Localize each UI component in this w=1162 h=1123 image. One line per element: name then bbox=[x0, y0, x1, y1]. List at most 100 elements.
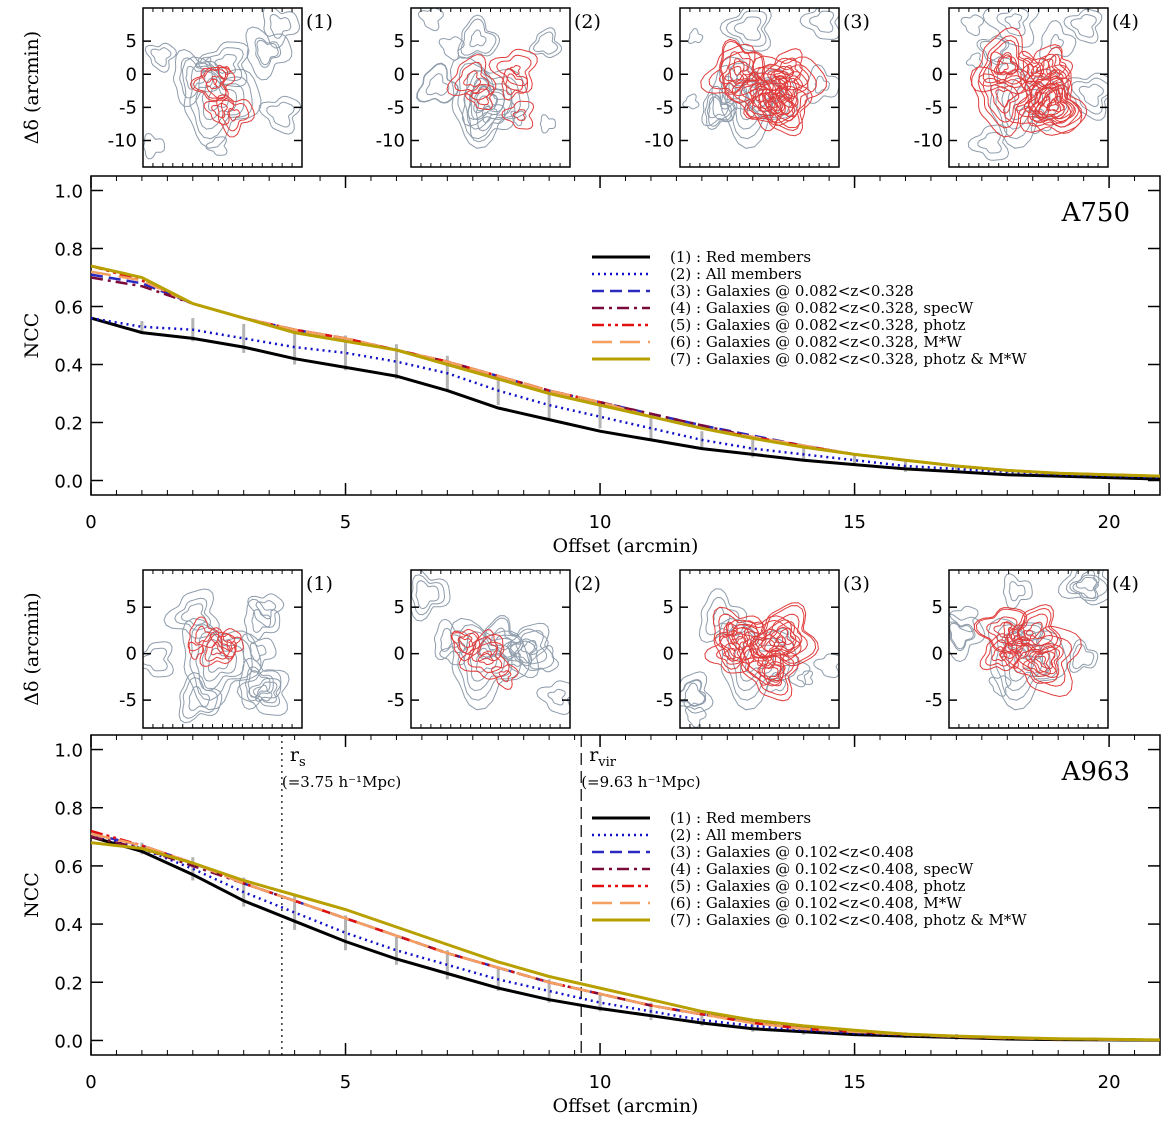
inset-y-tick-label: 0 bbox=[394, 644, 405, 665]
contour bbox=[220, 99, 250, 132]
inset-y-tick-label: 5 bbox=[663, 597, 674, 618]
reference-note: (=9.63 h⁻¹Mpc) bbox=[581, 773, 700, 791]
legend-label: (3) : Galaxies @ 0.102<z<0.408 bbox=[670, 843, 914, 861]
contour bbox=[993, 51, 1019, 76]
contour bbox=[192, 69, 227, 99]
y-tick-label: 0.2 bbox=[54, 973, 83, 994]
contour-map bbox=[680, 588, 839, 728]
series-line bbox=[91, 832, 1160, 1042]
contour bbox=[172, 48, 221, 107]
contour bbox=[680, 678, 707, 707]
inset-y-tick-label: -5 bbox=[119, 690, 137, 711]
contour bbox=[723, 648, 736, 660]
contour bbox=[989, 51, 1019, 85]
contour bbox=[258, 95, 302, 135]
contour bbox=[977, 73, 1033, 129]
inset-y-tick-label: 0 bbox=[663, 644, 674, 665]
contour bbox=[457, 624, 521, 701]
contour bbox=[949, 621, 976, 652]
contour bbox=[425, 73, 450, 96]
contour bbox=[247, 593, 285, 629]
x-tick-label: 15 bbox=[843, 512, 866, 533]
contour bbox=[751, 605, 817, 664]
inset-y-tick-label: 5 bbox=[394, 31, 405, 52]
contour bbox=[995, 624, 1059, 701]
contour bbox=[731, 629, 744, 644]
contour bbox=[814, 75, 830, 94]
contour bbox=[770, 70, 809, 108]
contour bbox=[1008, 580, 1026, 602]
x-axis-label: Offset (arcmin) bbox=[553, 1095, 699, 1117]
inset-y-axis-label: Δδ (arcmin) bbox=[21, 31, 43, 144]
contour bbox=[181, 56, 262, 149]
contour bbox=[1027, 77, 1080, 128]
contour bbox=[539, 114, 556, 134]
contour bbox=[682, 93, 700, 110]
contour bbox=[991, 646, 1008, 662]
inset-y-tick-label: 0 bbox=[126, 644, 137, 665]
x-tick-label: 15 bbox=[843, 1072, 866, 1093]
series-line bbox=[91, 316, 1160, 479]
contour bbox=[758, 85, 808, 132]
contour bbox=[1013, 644, 1059, 684]
contour bbox=[189, 62, 253, 140]
x-tick-label: 20 bbox=[1098, 512, 1121, 533]
contour bbox=[1057, 570, 1108, 606]
inset-y-tick-label: -10 bbox=[645, 131, 674, 152]
inset-y-tick-label: 0 bbox=[126, 64, 137, 85]
legend-label: (2) : All members bbox=[670, 826, 802, 844]
contour bbox=[733, 57, 748, 76]
contour bbox=[481, 103, 498, 124]
inset-y-tick-label: 5 bbox=[126, 597, 137, 618]
contour bbox=[1034, 650, 1056, 670]
contour bbox=[471, 629, 505, 662]
series-line bbox=[91, 264, 1160, 478]
y-axis-label: NCC bbox=[21, 313, 43, 359]
contour bbox=[174, 597, 211, 631]
contour bbox=[775, 74, 804, 103]
contour bbox=[752, 55, 827, 129]
contour bbox=[238, 657, 282, 710]
contour-map bbox=[960, 8, 1108, 161]
contour bbox=[1046, 99, 1060, 112]
contour bbox=[1063, 8, 1103, 44]
contour bbox=[971, 26, 1042, 95]
inset-y-tick-label: 5 bbox=[126, 31, 137, 52]
y-tick-label: 0.4 bbox=[54, 915, 83, 936]
reference-note: (=3.75 h⁻¹Mpc) bbox=[282, 773, 401, 791]
inset-y-tick-label: 5 bbox=[394, 597, 405, 618]
legend-label: (3) : Galaxies @ 0.082<z<0.328 bbox=[670, 282, 914, 300]
contour bbox=[725, 622, 750, 652]
contour-map bbox=[682, 8, 839, 149]
y-tick-label: 0.0 bbox=[54, 472, 83, 493]
contour bbox=[1027, 655, 1048, 673]
contour bbox=[712, 607, 731, 627]
x-axis-label: Offset (arcmin) bbox=[553, 535, 699, 557]
contour bbox=[266, 101, 295, 128]
contour bbox=[178, 671, 223, 724]
contour bbox=[1006, 604, 1062, 655]
inset-label: (2) bbox=[574, 11, 601, 33]
inset-y-tick-label: -10 bbox=[108, 131, 137, 152]
contour bbox=[241, 632, 277, 673]
y-tick-label: 0.4 bbox=[54, 356, 83, 377]
series-line bbox=[91, 841, 1160, 1042]
inset-y-tick-label: 5 bbox=[932, 31, 943, 52]
inset-y-tick-label: 5 bbox=[932, 597, 943, 618]
contour bbox=[764, 626, 795, 656]
contour bbox=[773, 70, 789, 85]
contour bbox=[993, 622, 1012, 639]
contour bbox=[949, 612, 986, 663]
contour bbox=[189, 66, 229, 101]
legend-label: (2) : All members bbox=[670, 265, 802, 283]
contour bbox=[979, 633, 1020, 672]
contour bbox=[1049, 69, 1064, 86]
contour bbox=[463, 70, 481, 88]
contour bbox=[960, 14, 985, 37]
contour bbox=[704, 93, 735, 131]
y-tick-label: 0.8 bbox=[54, 799, 83, 820]
contour bbox=[754, 637, 776, 658]
contour bbox=[460, 18, 497, 56]
contour bbox=[982, 77, 1028, 123]
